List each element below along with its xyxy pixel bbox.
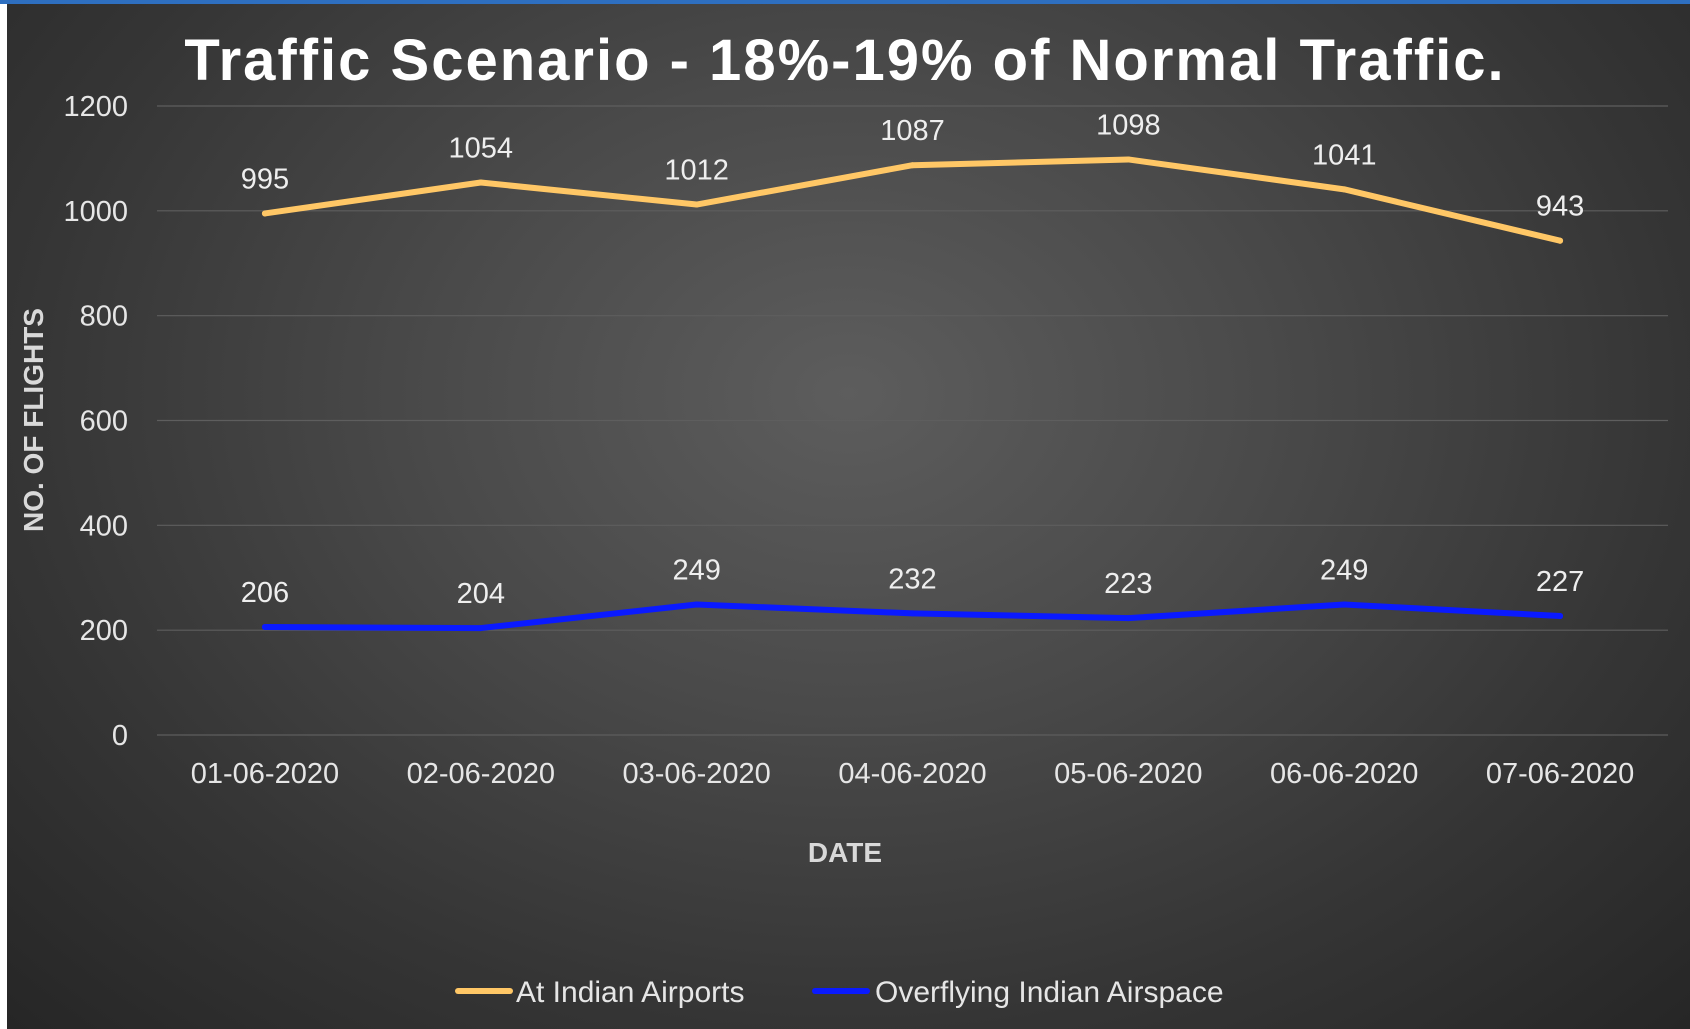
data-label: 1087 — [880, 115, 945, 147]
data-label: 1012 — [664, 155, 729, 187]
data-label: 206 — [241, 577, 289, 609]
x-tick-label: 04-06-2020 — [838, 758, 986, 790]
data-label: 249 — [672, 554, 720, 586]
data-point — [1125, 615, 1132, 622]
data-point — [477, 625, 484, 632]
data-point — [261, 624, 268, 631]
data-label: 232 — [888, 563, 936, 595]
x-tick-label: 06-06-2020 — [1270, 758, 1418, 790]
gridlines — [157, 105, 1668, 736]
data-label: 204 — [457, 578, 505, 610]
data-point — [1341, 186, 1348, 193]
data-point — [693, 201, 700, 208]
data-label: 1041 — [1312, 139, 1377, 171]
data-labels: 995 1054 1012 1087 1098 1041 943 206 204 249 232 22… — [241, 109, 1585, 610]
y-axis-title: NO. OF FLIGHTS — [18, 308, 49, 532]
series-line-0 — [261, 156, 1564, 244]
data-point — [1341, 601, 1348, 608]
data-point — [693, 601, 700, 608]
y-tick-label: 0 — [112, 720, 128, 752]
legend: At Indian Airports Overflying Indian Airs… — [455, 976, 1224, 1009]
series-lines — [261, 156, 1564, 632]
x-axis-ticks: 01-06-2020 02-06-2020 03-06-2020 04-06-2020… — [191, 758, 1634, 790]
data-point — [477, 179, 484, 186]
top-accent-bar — [0, 0, 1690, 4]
x-tick-label: 03-06-2020 — [622, 758, 770, 790]
data-point — [909, 162, 916, 169]
data-point — [909, 610, 916, 617]
chart-title: Traffic Scenario - 18%-19% of Normal Tra… — [184, 28, 1505, 93]
data-point — [1557, 237, 1564, 244]
y-tick-label: 1000 — [63, 196, 128, 228]
legend-label-1: Overflying Indian Airspace — [875, 976, 1224, 1009]
data-label: 227 — [1536, 566, 1584, 598]
data-label: 223 — [1104, 568, 1152, 600]
y-tick-label: 600 — [80, 406, 128, 438]
legend-label-0: At Indian Airports — [516, 976, 744, 1009]
x-tick-label: 02-06-2020 — [407, 758, 555, 790]
data-label: 1098 — [1096, 109, 1161, 141]
x-tick-label: 01-06-2020 — [191, 758, 339, 790]
x-tick-label: 07-06-2020 — [1486, 758, 1634, 790]
data-point — [1557, 613, 1564, 620]
y-tick-label: 400 — [80, 510, 128, 542]
y-tick-label: 800 — [80, 301, 128, 333]
data-point — [261, 210, 268, 217]
data-label: 249 — [1320, 554, 1368, 586]
x-axis-title: DATE — [808, 837, 882, 868]
y-axis-ticks: 0 200 400 600 800 1000 1200 — [63, 91, 128, 752]
y-tick-label: 200 — [80, 615, 128, 647]
data-label: 995 — [241, 163, 289, 195]
data-point — [1125, 156, 1132, 163]
data-label: 1054 — [449, 133, 514, 165]
y-tick-label: 1200 — [63, 91, 128, 123]
x-tick-label: 05-06-2020 — [1054, 758, 1202, 790]
data-label: 943 — [1536, 191, 1584, 223]
